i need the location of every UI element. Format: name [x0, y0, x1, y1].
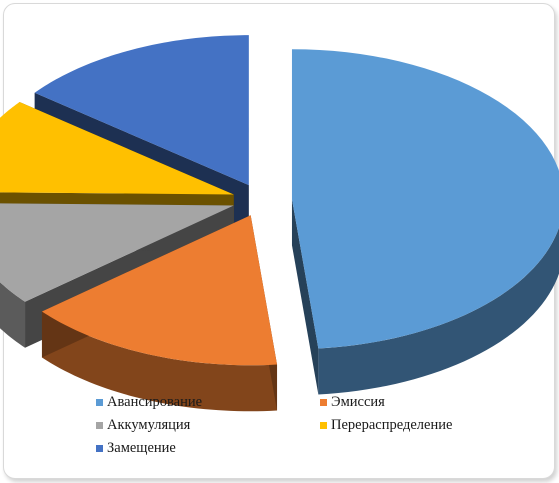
- legend-label: Эмиссия: [331, 393, 385, 410]
- legend-item: Эмиссия: [320, 394, 516, 410]
- legend-label: Замещение: [107, 439, 176, 456]
- legend: Авансирование Эмиссия Аккумуляция Перера…: [96, 394, 516, 456]
- pie-slice: [291, 49, 559, 395]
- legend-label: Аккумуляция: [107, 416, 191, 433]
- legend-swatch: [96, 444, 103, 452]
- legend-swatch: [320, 421, 327, 429]
- legend-swatch: [96, 398, 103, 406]
- legend-item: Аккумуляция: [96, 417, 320, 433]
- legend-item: Перераспределение: [320, 417, 516, 433]
- pie-slice: [41, 215, 278, 412]
- legend-item: Замещение: [96, 440, 320, 456]
- legend-swatch: [320, 398, 327, 406]
- legend-swatch: [96, 421, 103, 429]
- legend-label: Авансирование: [107, 393, 203, 410]
- legend-label: Перераспределение: [331, 416, 453, 433]
- legend-item: Авансирование: [96, 394, 320, 410]
